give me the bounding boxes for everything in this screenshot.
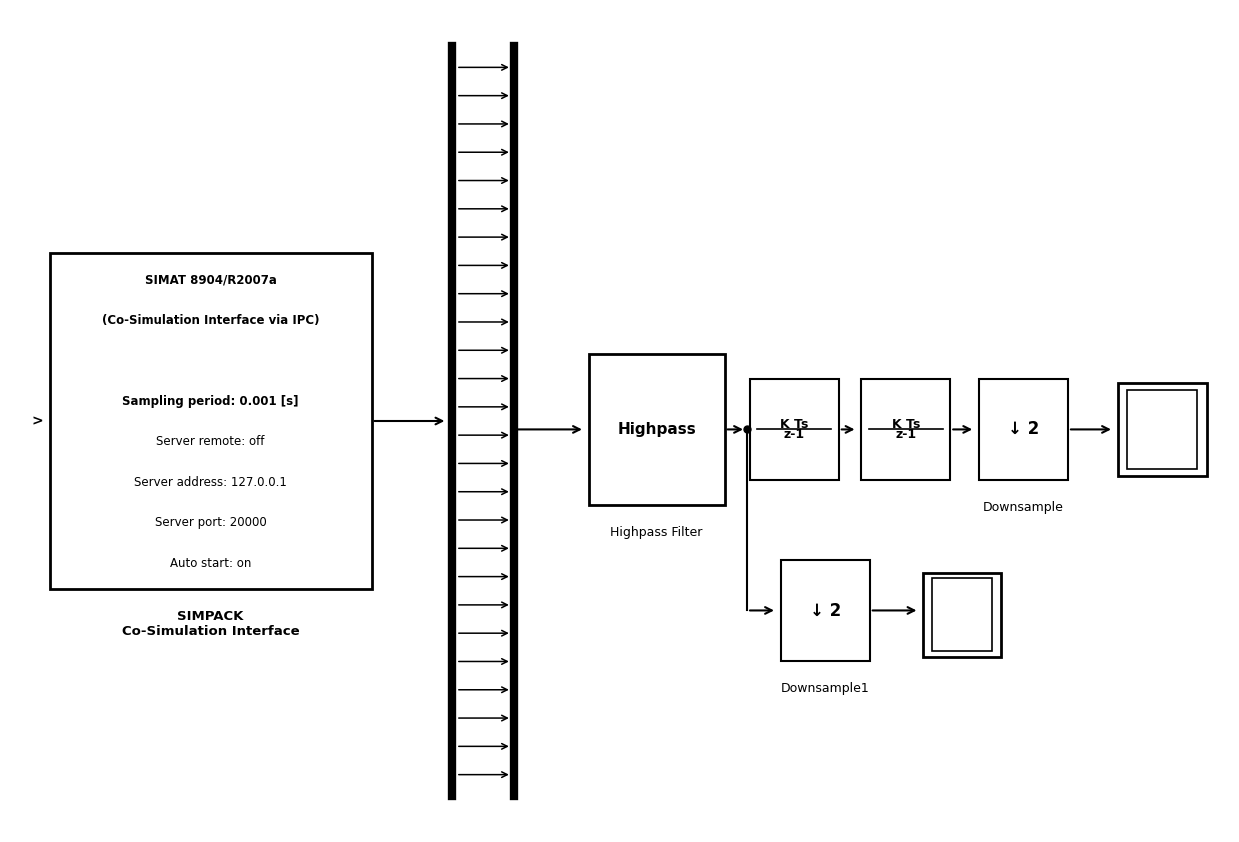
Text: SIMPACK
Co-Simulation Interface: SIMPACK Co-Simulation Interface (121, 610, 300, 638)
Bar (781, 560, 870, 661)
Bar (932, 578, 992, 651)
Text: ↓ 2: ↓ 2 (1007, 420, 1040, 439)
Text: K Ts: K Ts (892, 418, 919, 431)
Text: Downsample1: Downsample1 (781, 682, 870, 695)
Bar (1127, 390, 1197, 469)
Bar (861, 379, 950, 480)
Text: Auto start: on: Auto start: on (170, 557, 252, 569)
Text: Server address: 127.0.0.1: Server address: 127.0.0.1 (134, 476, 287, 488)
Text: >: > (32, 414, 43, 428)
Text: K Ts: K Ts (781, 418, 808, 431)
Bar (979, 379, 1068, 480)
Text: (Co-Simulation Interface via IPC): (Co-Simulation Interface via IPC) (102, 314, 320, 327)
Text: SIMAT 8904/R2007a: SIMAT 8904/R2007a (145, 274, 276, 286)
Bar (589, 354, 725, 505)
Bar (50, 253, 372, 589)
Bar (923, 573, 1001, 657)
Text: Highpass: Highpass (617, 422, 696, 437)
Text: ↓ 2: ↓ 2 (809, 601, 841, 620)
Text: Highpass Filter: Highpass Filter (611, 526, 703, 539)
Text: Sampling period: 0.001 [s]: Sampling period: 0.001 [s] (123, 395, 299, 408)
Bar (750, 379, 839, 480)
Text: z-1: z-1 (783, 428, 805, 441)
Bar (1118, 383, 1207, 476)
Text: Server remote: off: Server remote: off (156, 435, 265, 448)
Text: z-1: z-1 (895, 428, 917, 441)
Text: Downsample: Downsample (983, 501, 1064, 514)
Text: Server port: 20000: Server port: 20000 (155, 516, 266, 529)
